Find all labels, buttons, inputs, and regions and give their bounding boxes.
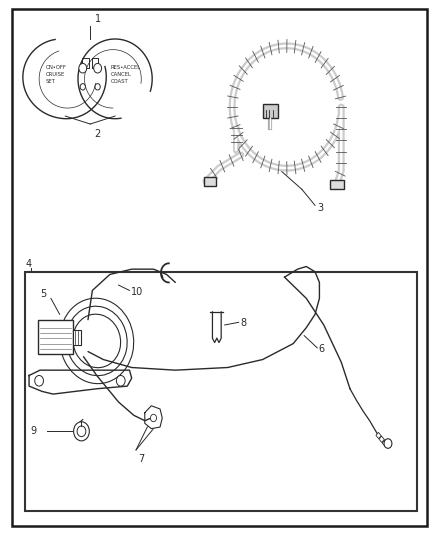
Circle shape <box>74 422 89 441</box>
Circle shape <box>94 63 102 73</box>
Polygon shape <box>23 39 106 119</box>
Ellipse shape <box>66 306 127 376</box>
Text: 1: 1 <box>95 14 101 25</box>
Circle shape <box>384 439 392 448</box>
Bar <box>330 180 344 189</box>
Circle shape <box>79 63 87 73</box>
Text: 8: 8 <box>240 318 246 328</box>
Bar <box>204 177 216 185</box>
Text: ON•OFF
CRUISE
SET: ON•OFF CRUISE SET <box>46 66 67 84</box>
Text: 9: 9 <box>30 426 36 437</box>
Ellipse shape <box>73 314 120 368</box>
Polygon shape <box>92 58 98 68</box>
Text: RES•ACCEL
CANCEL
COAST: RES•ACCEL CANCEL COAST <box>111 66 141 84</box>
Bar <box>379 436 384 442</box>
Circle shape <box>150 414 156 422</box>
Ellipse shape <box>60 298 134 384</box>
Circle shape <box>117 375 125 386</box>
Text: 10: 10 <box>131 287 143 297</box>
Circle shape <box>80 84 85 90</box>
Text: 4: 4 <box>25 259 32 269</box>
Bar <box>263 104 278 118</box>
Text: 6: 6 <box>318 344 325 354</box>
Bar <box>25 272 417 511</box>
Bar <box>376 432 381 439</box>
Text: 3: 3 <box>317 203 323 213</box>
Polygon shape <box>29 370 132 394</box>
Circle shape <box>35 375 43 386</box>
Polygon shape <box>82 58 89 68</box>
Bar <box>382 440 387 446</box>
Bar <box>73 330 81 345</box>
Circle shape <box>77 426 86 437</box>
Bar <box>38 320 73 354</box>
Polygon shape <box>145 406 162 429</box>
Circle shape <box>95 84 100 90</box>
Polygon shape <box>78 39 152 119</box>
Text: 7: 7 <box>138 454 145 464</box>
Text: 2: 2 <box>95 130 101 139</box>
Text: 5: 5 <box>40 289 46 299</box>
